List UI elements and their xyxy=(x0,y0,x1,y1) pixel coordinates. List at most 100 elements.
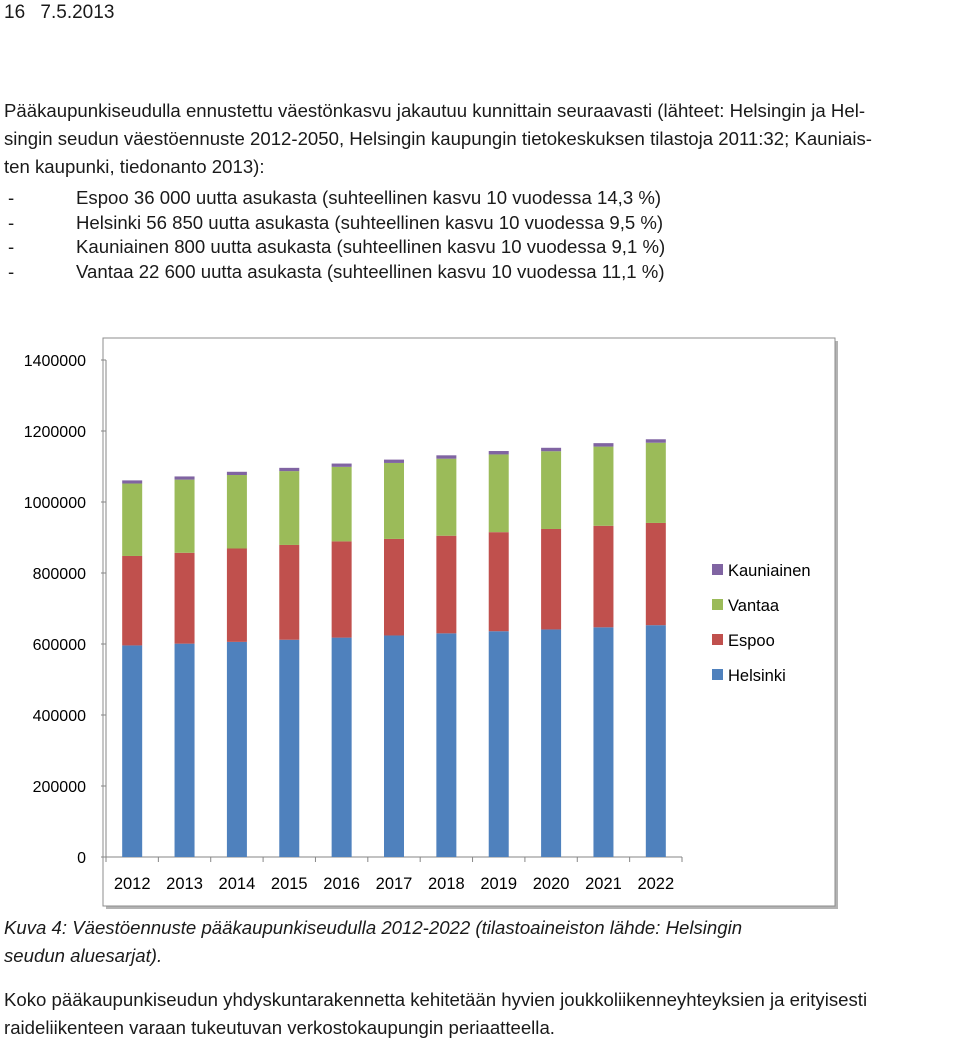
page-header: 16 7.5.2013 xyxy=(4,2,124,24)
bar-segment-espoo xyxy=(436,535,457,634)
list-dash: - xyxy=(8,236,15,257)
x-tick-label: 2015 xyxy=(271,875,308,893)
intro-paragraph: Pääkaupunkiseudulla ennustettu väestönka… xyxy=(4,97,956,181)
list-item: - Espoo 36 000 uutta asukasta (suhteellin… xyxy=(4,186,956,211)
bar-segment-vantaa xyxy=(436,458,457,536)
x-tick-label: 2013 xyxy=(166,875,203,893)
list-item: - Helsinki 56 850 uutta asukasta (suhteel… xyxy=(4,211,956,236)
bar-segment-kauniainen xyxy=(122,480,143,484)
legend-swatch-espoo xyxy=(712,634,723,645)
x-tick-label: 2021 xyxy=(585,875,622,893)
intro-line: singin seudun väestöennuste 2012-2050, H… xyxy=(4,128,872,149)
legend-label-kauniainen: Kauniainen xyxy=(728,562,811,580)
bar-segment-vantaa xyxy=(279,471,300,545)
y-tick-label: 600000 xyxy=(33,637,86,654)
bar-segment-kauniainen xyxy=(331,463,352,467)
page-number: 16 xyxy=(4,2,26,23)
bar-segment-helsinki xyxy=(384,635,404,857)
legend-swatch-vantaa xyxy=(712,599,723,610)
bar-segment-espoo xyxy=(645,522,666,626)
intro-line: Pääkaupunkiseudulla ennustettu väestönka… xyxy=(4,100,866,121)
bar-segment-espoo xyxy=(384,538,404,636)
bar-segment-helsinki xyxy=(436,633,457,857)
figure-caption: Kuva 4: Väestöennuste pääkaupunkiseudull… xyxy=(4,914,956,970)
y-tick-label: 400000 xyxy=(33,708,86,725)
intro-line: ten kaupunki, tiedonanto 2013): xyxy=(4,156,265,177)
caption-line: seudun aluesarjat). xyxy=(4,945,163,966)
population-chart: 0 200000 400000 600000 800000 1000000 1200000 1… xyxy=(24,337,838,909)
x-tick-label: 2016 xyxy=(323,875,360,893)
bar-segment-kauniainen xyxy=(279,467,300,472)
bar-segment-vantaa xyxy=(541,451,562,529)
bar-segment-espoo xyxy=(331,541,352,638)
x-tick-label: 2014 xyxy=(219,875,256,893)
y-tick-label: 200000 xyxy=(33,779,86,796)
bar-segment-helsinki xyxy=(593,627,614,857)
bar-segment-vantaa xyxy=(593,446,614,526)
x-tick-label: 2018 xyxy=(428,875,465,893)
bar-segment-kauniainen xyxy=(174,476,195,480)
bar-segment-espoo xyxy=(226,548,247,642)
bar-segment-kauniainen xyxy=(541,447,562,452)
bar-segment-helsinki xyxy=(645,625,666,857)
header-date: 7.5.2013 xyxy=(40,2,115,23)
bar-segment-vantaa xyxy=(488,454,509,533)
legend-swatch-helsinki xyxy=(712,669,723,680)
y-tick-label: 800000 xyxy=(33,566,86,583)
bar-segment-helsinki xyxy=(279,639,300,857)
bar-segment-helsinki xyxy=(541,629,562,857)
legend-label-vantaa: Vantaa xyxy=(728,597,780,615)
list-dash: - xyxy=(8,187,15,208)
bar-segment-vantaa xyxy=(226,475,247,549)
bar-segment-vantaa xyxy=(645,442,666,523)
bar-segment-kauniainen xyxy=(226,471,247,476)
bar-segment-vantaa xyxy=(384,462,404,539)
list-item-text: Vantaa 22 600 uutta asukasta (suhteellin… xyxy=(76,260,665,282)
closing-line: raideliikenteen varaan tukeutuvan verkos… xyxy=(4,1017,555,1038)
y-tick-label: 1400000 xyxy=(24,353,86,370)
bar-segment-vantaa xyxy=(122,483,143,556)
y-tick-label: 1200000 xyxy=(24,424,86,441)
bar-segment-helsinki xyxy=(174,643,195,857)
bar-segment-helsinki xyxy=(331,637,352,857)
legend-swatch-kauniainen xyxy=(712,564,723,575)
list-item-text: Kauniainen 800 uutta asukasta (suhteelli… xyxy=(76,236,666,257)
x-tick-label: 2020 xyxy=(533,875,570,893)
bar-segment-helsinki xyxy=(122,645,143,857)
list-item: - Kauniainen 800 uutta asukasta (suhteell… xyxy=(4,235,956,260)
bar-segment-espoo xyxy=(279,544,300,640)
y-tick-label: 1000000 xyxy=(24,495,86,512)
list-dash: - xyxy=(8,211,15,233)
x-tick-label: 2012 xyxy=(114,875,151,893)
legend-label-espoo: Espoo xyxy=(728,632,775,650)
bar-segment-espoo xyxy=(541,528,562,630)
list-item-text: Espoo 36 000 uutta asukasta (suhteelline… xyxy=(76,187,662,208)
x-tick-label: 2019 xyxy=(480,875,517,893)
x-tick-label: 2017 xyxy=(376,875,413,893)
bar-segment-vantaa xyxy=(331,466,352,542)
bar-segment-espoo xyxy=(488,532,509,632)
bar-segment-vantaa xyxy=(174,479,195,553)
bar-segment-helsinki xyxy=(488,631,509,857)
bar-segment-helsinki xyxy=(226,641,247,857)
legend-label-helsinki: Helsinki xyxy=(728,667,786,685)
bar-segment-kauniainen xyxy=(593,443,614,447)
bar-segment-espoo xyxy=(593,525,614,628)
chart-frame xyxy=(102,337,836,907)
bar-segment-kauniainen xyxy=(645,439,666,443)
list-item: - Vantaa 22 600 uutta asukasta (suhteelli… xyxy=(4,260,956,285)
bar-segment-espoo xyxy=(174,552,195,644)
list-dash: - xyxy=(8,260,15,282)
closing-line: Koko pääkaupunkiseudun yhdyskuntarakenne… xyxy=(4,989,868,1010)
caption-line: Kuva 4: Väestöennuste pääkaupunkiseudull… xyxy=(4,917,743,938)
list-item-text: Helsinki 56 850 uutta asukasta (suhteell… xyxy=(76,211,664,233)
bar-segment-kauniainen xyxy=(436,455,457,459)
bar-segment-kauniainen xyxy=(488,451,509,455)
closing-paragraph: Koko pääkaupunkiseudun yhdyskuntarakenne… xyxy=(4,986,956,1042)
bar-segment-kauniainen xyxy=(384,459,404,463)
bar-segment-espoo xyxy=(122,555,143,646)
x-tick-label: 2022 xyxy=(637,875,674,893)
y-tick-label: 0 xyxy=(77,850,86,867)
growth-list: - Espoo 36 000 uutta asukasta (suhteellin… xyxy=(4,186,956,284)
